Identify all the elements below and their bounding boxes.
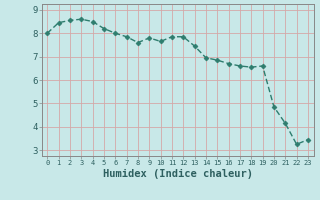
X-axis label: Humidex (Indice chaleur): Humidex (Indice chaleur) bbox=[103, 169, 252, 179]
